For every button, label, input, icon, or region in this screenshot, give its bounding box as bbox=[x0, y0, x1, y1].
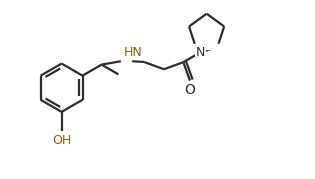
Text: O: O bbox=[185, 83, 195, 97]
Text: HN: HN bbox=[123, 46, 142, 59]
Text: N: N bbox=[196, 46, 205, 59]
Text: OH: OH bbox=[52, 134, 71, 147]
Text: N: N bbox=[196, 46, 205, 59]
